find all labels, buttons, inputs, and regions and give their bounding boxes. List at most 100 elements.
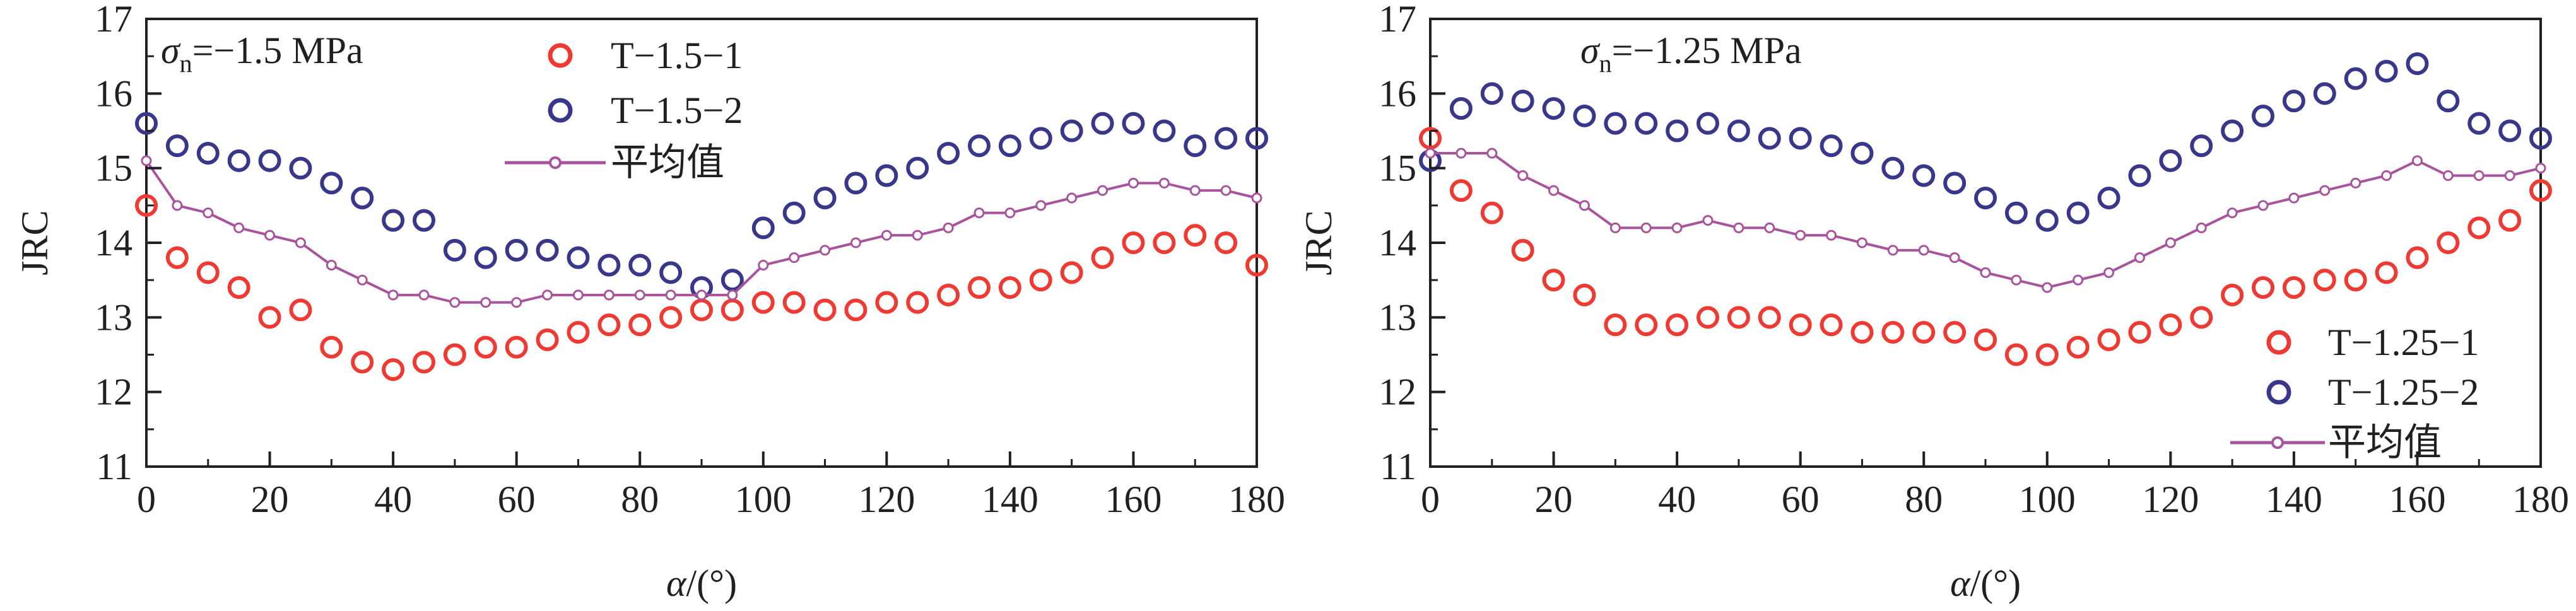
data-point	[1604, 112, 1627, 135]
data-point	[937, 283, 960, 306]
mean-point	[1702, 215, 1714, 226]
data-point	[1511, 238, 1534, 262]
data-point	[1245, 253, 1268, 277]
mean-point	[203, 207, 214, 219]
legend-label: T−1.5−1	[611, 35, 743, 76]
data-point	[1666, 313, 1689, 337]
mean-point	[2319, 185, 2331, 196]
mean-point	[881, 230, 892, 241]
data-point	[2437, 231, 2460, 254]
x-tick-label: 60	[498, 479, 536, 520]
data-point	[2282, 90, 2305, 113]
tick-labels: 0 20 40 60 80 100 120 140 160 180 11 12 13 14 15 16 17	[1379, 0, 2569, 520]
data-point	[1820, 313, 1843, 337]
x-tick-label: 60	[1782, 479, 1820, 520]
data-point	[1184, 134, 1207, 158]
mean-point	[2042, 282, 2053, 293]
legend-label: T−1.25−2	[2328, 371, 2479, 413]
data-point	[937, 142, 960, 165]
data-point	[690, 298, 713, 322]
legend: T−1.5−1 T−1.5−2 平均值	[505, 35, 743, 183]
mean-point	[2350, 177, 2361, 189]
data-point	[2375, 261, 2398, 284]
y-tick-label: 15	[95, 148, 132, 189]
data-point	[1697, 112, 1719, 135]
data-point	[1974, 328, 1997, 351]
data-point	[1511, 90, 1534, 113]
data-point	[1029, 127, 1052, 150]
data-point	[1604, 313, 1627, 337]
x-tick-label: 40	[374, 479, 412, 520]
y-tick-label: 12	[95, 371, 132, 413]
mean-point	[2257, 200, 2269, 211]
data-point	[968, 134, 991, 158]
mean-point	[2226, 207, 2238, 219]
data-point	[2066, 335, 2090, 359]
stress-value: =−1.5 MPa	[192, 30, 363, 71]
data-marks	[1419, 52, 2552, 366]
data-point	[875, 164, 898, 187]
mean-point	[665, 289, 676, 301]
y-tick-label: 15	[1379, 148, 1416, 189]
data-point	[1697, 306, 1719, 329]
mean-point	[449, 297, 461, 308]
data-point	[1573, 283, 1596, 306]
x-tick-label: 0	[1421, 479, 1440, 520]
data-point	[536, 328, 559, 351]
plot-frame	[145, 18, 1258, 468]
mean-point	[1949, 252, 1960, 264]
data-point	[998, 134, 1021, 158]
data-point	[1635, 313, 1658, 337]
data-point	[2437, 90, 2460, 113]
data-point	[2467, 112, 2491, 135]
mean-point	[2011, 274, 2022, 286]
legend-label: T−1.5−2	[611, 90, 743, 131]
mean-point	[1764, 222, 1775, 233]
data-point	[320, 172, 343, 195]
mean-point	[1640, 222, 1652, 233]
data-point	[258, 306, 281, 329]
x-axis-label-symbol: α	[666, 562, 687, 604]
data-point	[2498, 119, 2522, 143]
mean-point	[387, 289, 399, 301]
legend-marker-blue	[2266, 380, 2291, 405]
data-point	[597, 313, 621, 337]
data-point	[1943, 172, 1967, 195]
legend-marker-red	[548, 43, 573, 68]
mean-point	[2442, 170, 2454, 181]
data-point	[1820, 134, 1843, 158]
data-point	[1480, 82, 1503, 105]
mean-point	[1425, 148, 1436, 159]
mean-point	[480, 297, 491, 308]
data-point	[567, 321, 590, 344]
data-point	[1635, 112, 1658, 135]
data-point	[906, 156, 929, 180]
legend-marker-mean	[549, 156, 562, 169]
data-point	[1060, 261, 1083, 284]
y-tick-label: 11	[1380, 446, 1416, 487]
data-point	[2252, 276, 2274, 299]
mean-point	[418, 289, 430, 301]
data-point	[659, 261, 683, 284]
data-point	[2344, 269, 2367, 292]
x-tick-label: 20	[1535, 479, 1573, 520]
data-point	[1245, 127, 1268, 150]
mean-point	[2535, 163, 2546, 174]
data-point	[2190, 134, 2213, 158]
data-point	[258, 149, 281, 172]
data-point	[1449, 97, 1473, 120]
mean-point	[912, 230, 923, 241]
y-tick-label: 12	[1379, 371, 1416, 413]
mean-point	[572, 289, 584, 301]
mean-point	[1609, 222, 1621, 233]
data-point	[751, 216, 775, 240]
data-point	[1573, 104, 1596, 127]
stress-annotation: σn=−1.25 MPa	[1580, 30, 1802, 78]
legend-marker-mean	[2271, 436, 2284, 449]
data-point	[844, 172, 867, 195]
data-point	[2221, 283, 2244, 306]
data-point	[813, 187, 837, 209]
mean-point	[1456, 148, 1467, 159]
data-point	[906, 291, 929, 314]
